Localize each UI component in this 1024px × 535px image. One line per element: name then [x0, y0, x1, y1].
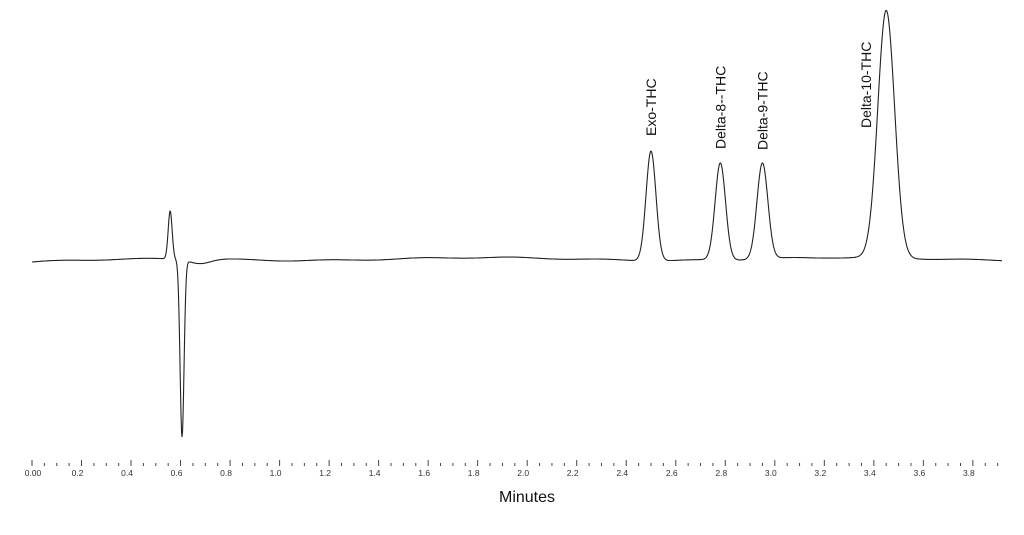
x-tick-label: 1.6	[418, 468, 430, 478]
x-tick-label: 3.2	[814, 468, 826, 478]
x-tick-label: 1.0	[270, 468, 282, 478]
x-tick-label: 1.4	[369, 468, 381, 478]
x-tick-label: 3.6	[913, 468, 925, 478]
x-tick-label: 0.4	[121, 468, 133, 478]
x-tick-label: 2.2	[567, 468, 579, 478]
x-tick-label: 0.2	[72, 468, 84, 478]
peak-label: Delta-9-THC	[754, 71, 770, 150]
x-tick-label: 3.8	[963, 468, 975, 478]
x-tick-label: 3.4	[864, 468, 876, 478]
chromatogram-trace	[32, 9, 1002, 438]
x-axis: 0.00 0.2 0.4 0.6 0.8 1.0 1.2 1.4 1.6 1.8 2.0 2.2 2.4…	[25, 460, 999, 478]
peak-labels: Exo-THC Delta-8--THC Delta-9-THC Delta-10-T…	[643, 42, 874, 150]
x-tick-label: 2.8	[715, 468, 727, 478]
x-axis-label: Minutes	[499, 489, 555, 506]
peak-label: Delta-8--THC	[712, 66, 728, 149]
peak-label: Delta-10-THC	[858, 42, 874, 128]
x-tick-label: 3.0	[765, 468, 777, 478]
x-tick-label: 2.6	[666, 468, 678, 478]
x-tick-label: 2.4	[616, 468, 628, 478]
x-tick-label: 1.2	[319, 468, 331, 478]
x-tick-label: 1.8	[468, 468, 480, 478]
x-tick-label: 0.8	[220, 468, 232, 478]
peak-label: Exo-THC	[643, 78, 659, 136]
x-tick-label: 2.0	[517, 468, 529, 478]
x-tick-label: 0.00	[25, 468, 42, 478]
x-tick-label: 0.6	[171, 468, 183, 478]
